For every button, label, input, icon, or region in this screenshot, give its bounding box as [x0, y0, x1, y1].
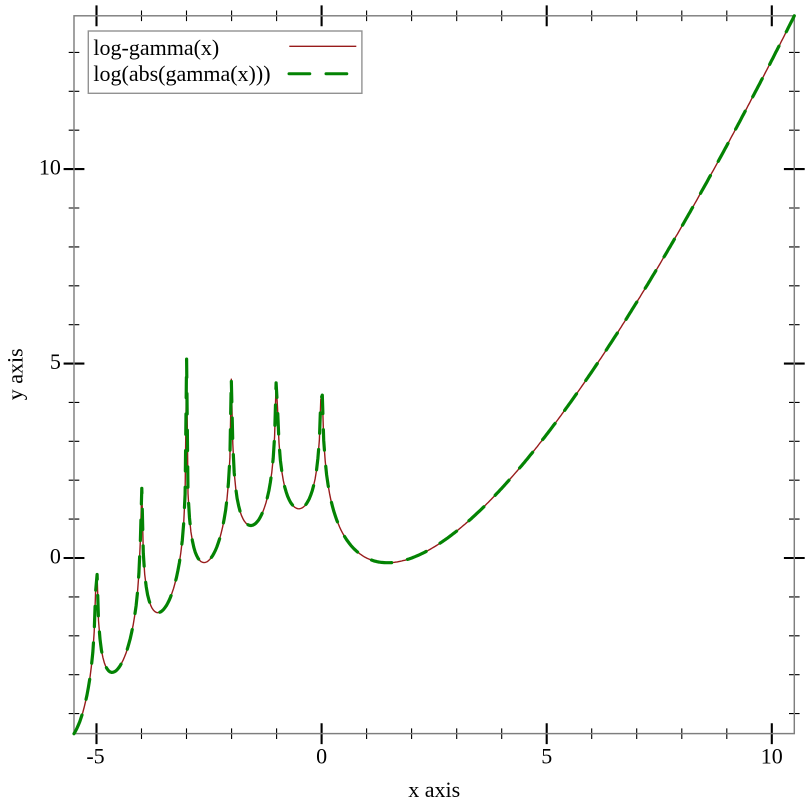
svg-text:y axis: y axis: [3, 348, 28, 400]
svg-text:x axis: x axis: [408, 777, 460, 802]
svg-text:5: 5: [541, 744, 552, 769]
svg-text:0: 0: [316, 744, 327, 769]
svg-text:log(abs(gamma(x))): log(abs(gamma(x))): [93, 61, 270, 86]
svg-text:-5: -5: [86, 744, 104, 769]
svg-text:10: 10: [39, 155, 61, 180]
svg-text:log-gamma(x): log-gamma(x): [93, 35, 219, 60]
svg-text:5: 5: [50, 349, 61, 374]
svg-text:10: 10: [761, 744, 783, 769]
svg-text:0: 0: [50, 543, 61, 568]
